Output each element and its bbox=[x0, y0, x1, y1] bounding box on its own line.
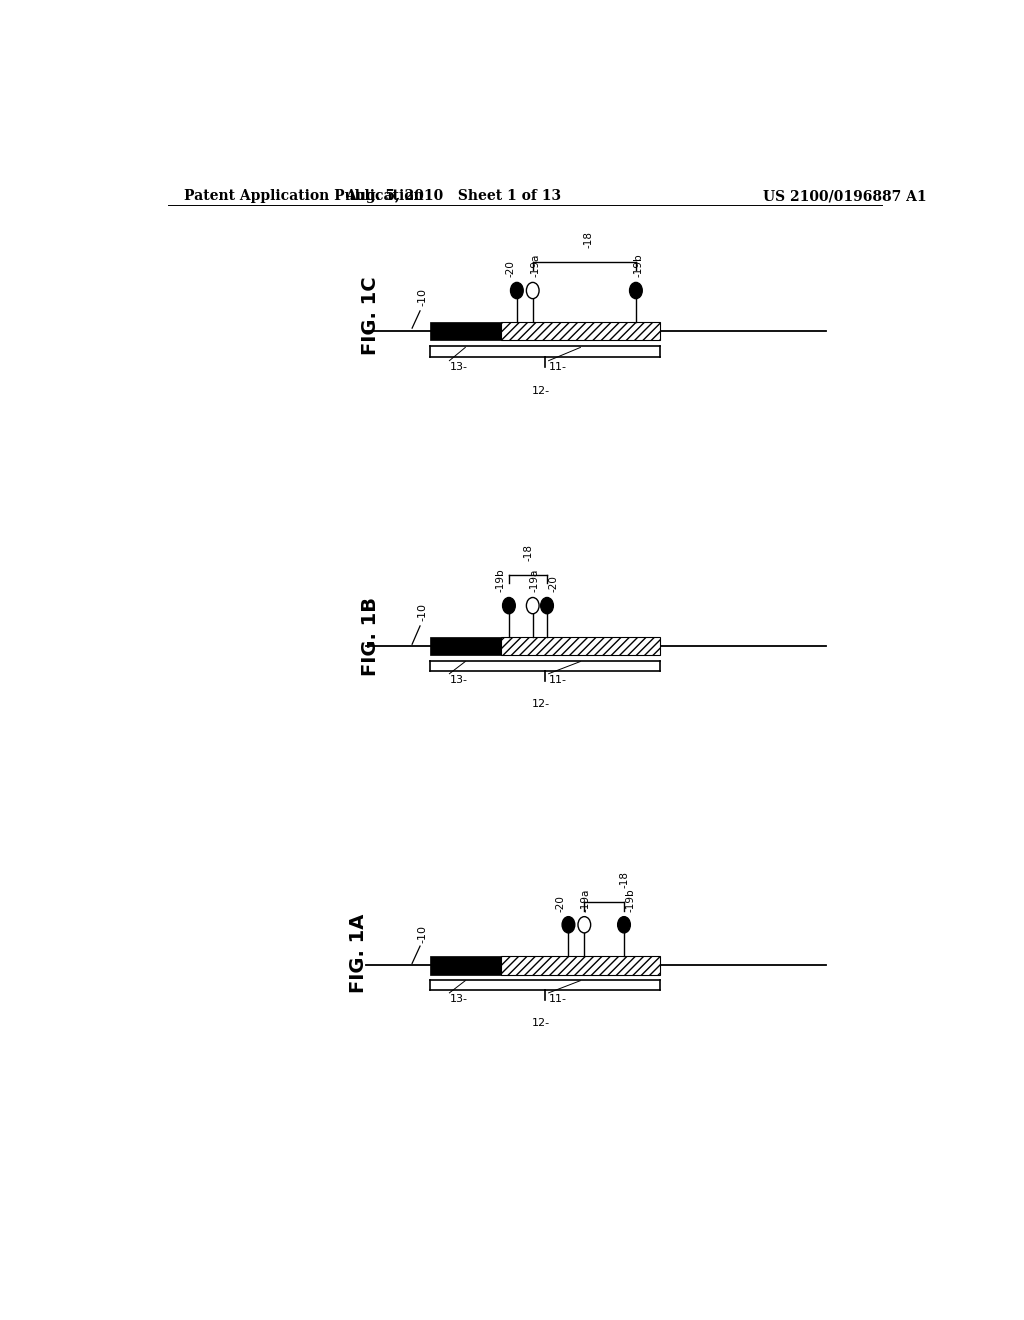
Bar bbox=[501, 638, 659, 656]
Text: -18: -18 bbox=[584, 231, 593, 248]
Text: -20: -20 bbox=[549, 576, 558, 593]
Text: FIG. 1C: FIG. 1C bbox=[360, 277, 380, 355]
Circle shape bbox=[526, 282, 539, 298]
Bar bbox=[430, 322, 501, 341]
Circle shape bbox=[578, 916, 591, 933]
Bar bbox=[430, 956, 501, 974]
Text: -19b: -19b bbox=[633, 253, 643, 277]
Text: US 2100/0196887 A1: US 2100/0196887 A1 bbox=[763, 189, 927, 203]
Bar bbox=[430, 638, 501, 656]
Text: -20: -20 bbox=[555, 895, 565, 912]
Text: -10: -10 bbox=[418, 925, 428, 942]
Text: -18: -18 bbox=[618, 871, 629, 888]
Circle shape bbox=[526, 598, 539, 614]
Text: 12-: 12- bbox=[531, 1018, 550, 1028]
Text: -19a: -19a bbox=[530, 253, 540, 277]
Text: 12-: 12- bbox=[531, 385, 550, 396]
Text: 12-: 12- bbox=[531, 700, 550, 709]
Circle shape bbox=[511, 282, 523, 298]
Text: Aug. 5, 2010   Sheet 1 of 13: Aug. 5, 2010 Sheet 1 of 13 bbox=[345, 189, 561, 203]
Circle shape bbox=[541, 598, 553, 614]
Text: -19b: -19b bbox=[496, 569, 506, 593]
Text: -10: -10 bbox=[418, 603, 428, 620]
Text: -19a: -19a bbox=[529, 569, 540, 593]
Circle shape bbox=[630, 282, 642, 298]
Text: -20: -20 bbox=[506, 260, 515, 277]
Text: FIG. 1B: FIG. 1B bbox=[360, 597, 380, 676]
Text: 13-: 13- bbox=[450, 994, 467, 1005]
Text: 11-: 11- bbox=[549, 994, 566, 1005]
Text: FIG. 1A: FIG. 1A bbox=[348, 913, 368, 993]
Text: Patent Application Publication: Patent Application Publication bbox=[183, 189, 423, 203]
Text: -18: -18 bbox=[523, 544, 534, 561]
Circle shape bbox=[617, 916, 631, 933]
Text: 13-: 13- bbox=[450, 362, 467, 372]
Text: -19a: -19a bbox=[581, 888, 591, 912]
Text: -19b: -19b bbox=[626, 888, 635, 912]
Circle shape bbox=[503, 598, 515, 614]
Bar bbox=[501, 956, 659, 974]
Text: 11-: 11- bbox=[549, 362, 566, 372]
Circle shape bbox=[562, 916, 574, 933]
Text: 11-: 11- bbox=[549, 675, 566, 685]
Text: -10: -10 bbox=[418, 288, 428, 306]
Bar bbox=[501, 322, 659, 341]
Text: 13-: 13- bbox=[450, 675, 467, 685]
